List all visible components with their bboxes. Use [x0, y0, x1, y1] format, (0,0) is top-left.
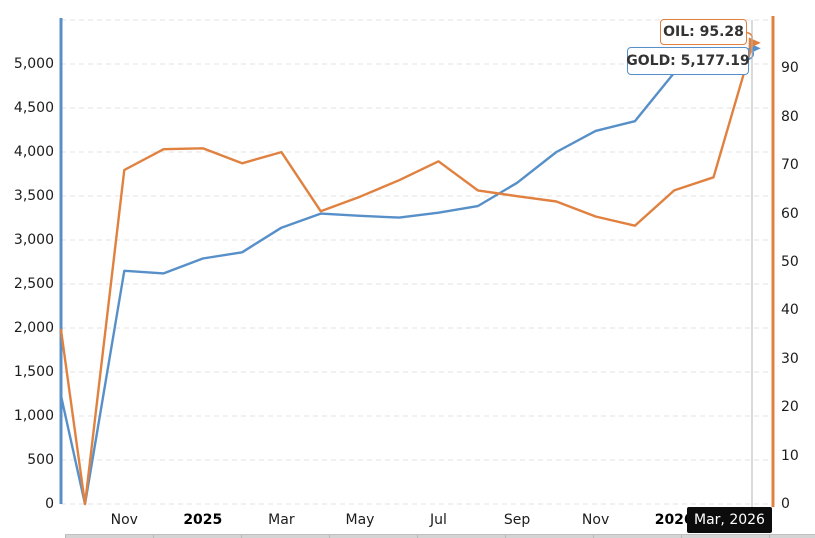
x-axis-tick: Nov — [581, 512, 610, 528]
y-axis-tick-left: 2,000 — [13, 320, 54, 336]
x-axis-tick: May — [345, 512, 375, 528]
oil-value-tooltip: OIL: 95.28 — [660, 19, 747, 45]
x-axis-tick: Jul — [430, 512, 447, 528]
y-axis-tick-left: 4,500 — [13, 100, 54, 116]
y-axis-tick-right: 90 — [781, 60, 799, 77]
gold-series-line[interactable] — [59, 47, 754, 506]
gold-value-tooltip: GOLD: 5,177.19 — [626, 47, 750, 75]
x-axis-tick: Nov — [110, 512, 138, 528]
y-axis-tick-right: 20 — [781, 399, 799, 416]
x-axis-tick: 2025 — [183, 512, 223, 528]
x-axis-tick: 2026 — [654, 512, 694, 528]
y-axis-tick-left: 2,500 — [13, 276, 54, 292]
y-axis-tick-left: 500 — [27, 452, 54, 468]
y-axis-tick-left: 3,500 — [13, 188, 54, 204]
y-axis-tick-left: 1,500 — [13, 364, 54, 380]
y-axis-tick-right: 30 — [781, 350, 799, 367]
y-axis-tick-right: 60 — [781, 205, 799, 222]
y-axis-tick-left: 1,000 — [13, 408, 54, 424]
y-axis-tick-right: 50 — [781, 254, 799, 270]
x-axis-tick: Sep — [503, 512, 531, 528]
y-axis-tick-right: 0 — [781, 496, 790, 512]
y-axis-tick-right: 80 — [781, 108, 799, 125]
y-axis-tick-right: 40 — [781, 302, 799, 319]
y-axis-tick-right: 10 — [781, 447, 799, 464]
crosshair-date-tooltip: Mar, 2026 — [687, 507, 772, 533]
y-axis-tick-left: 3,000 — [13, 232, 54, 248]
y-axis-tick-left: 4,000 — [13, 144, 54, 160]
y-axis-tick-left: 0 — [45, 496, 54, 512]
y-axis-tick-right: 70 — [781, 157, 799, 174]
x-axis-tick: Mar — [268, 512, 295, 528]
oil-series-line[interactable] — [59, 41, 754, 506]
chart-horizontal-scrollbar[interactable] — [65, 534, 815, 538]
y-axis-tick-left: 5,000 — [13, 56, 54, 72]
